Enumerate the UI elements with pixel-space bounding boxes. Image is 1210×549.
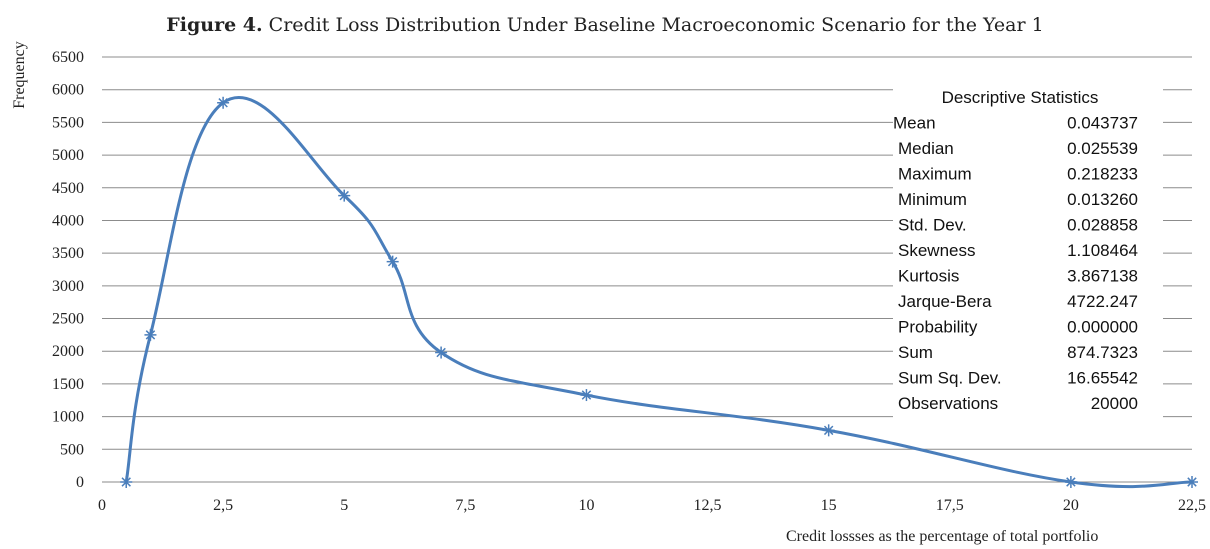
y-tick-label-4500: 4500 [52,180,84,197]
x-tick-label-8: 20 [1063,497,1079,514]
data-point-3 [338,189,351,202]
marker-group [120,96,1198,488]
stat-label-3: Minimum [898,190,967,209]
y-tick-label-1000: 1000 [52,409,84,426]
stat-value-9: 874.7323 [1067,343,1138,362]
stats-table-background [893,83,1163,421]
stat-label-11: Observations [898,394,998,413]
stat-label-0: Mean [893,114,936,133]
stat-label-2: Maximum [898,165,972,184]
x-tick-label-1: 2,5 [213,497,233,514]
stat-label-7: Jarque-Bera [898,292,992,311]
stat-value-7: 4722.247 [1067,292,1138,311]
data-point-7 [822,424,835,437]
y-tick-label-6500: 6500 [52,49,84,66]
y-tick-label-3000: 3000 [52,278,84,295]
data-point-8 [1064,476,1077,488]
y-axis-label: Frequency [11,41,28,109]
figure-label: Figure 4. [166,14,263,36]
data-point-9 [1186,476,1198,488]
x-tick-label-7: 17,5 [936,497,964,514]
y-tick-label-6000: 6000 [52,82,84,99]
stat-value-3: 0.013260 [1067,190,1138,209]
stat-label-10: Sum Sq. Dev. [898,369,1002,388]
stat-label-8: Probability [898,318,978,337]
data-point-4 [386,255,399,268]
y-tick-label-5000: 5000 [52,147,84,164]
y-tick-label-2000: 2000 [52,343,84,360]
data-point-2 [217,96,230,109]
stat-label-5: Skewness [898,241,975,260]
stat-value-6: 3.867138 [1067,267,1138,286]
x-tick-label-6: 15 [821,497,837,514]
stat-value-5: 1.108464 [1067,241,1138,260]
x-tick-label-3: 7,5 [455,497,475,514]
stat-label-4: Std. Dev. [898,216,967,235]
stat-value-1: 0.025539 [1067,139,1138,158]
y-tick-labels: 0 500 1000 1500 2000 2500 3000 3500 4000 4500 5000… [52,49,84,491]
figure-caption: Credit Loss Distribution Under Baseline … [268,14,1044,36]
series-line [124,95,1193,489]
x-axis-label: Credit lossses as the percentage of tota… [786,528,1098,545]
y-tick-label-5500: 5500 [52,114,84,131]
x-tick-label-5: 12,5 [694,497,722,514]
x-tick-labels: 0 2,5 5 7,5 10 12,5 15 17,5 20 22,5 [98,497,1206,514]
x-tick-label-4: 10 [578,497,594,514]
y-tick-label-0: 0 [76,474,84,491]
stat-value-10: 16.65542 [1067,369,1138,388]
figure-title: Figure 4. Credit Loss Distribution Under… [0,14,1210,36]
stat-label-1: Median [898,139,954,158]
stat-value-4: 0.028858 [1067,216,1138,235]
stat-value-2: 0.218233 [1067,165,1138,184]
data-point-5 [435,346,448,359]
stat-value-0: 0.043737 [1067,114,1138,133]
x-tick-label-2: 5 [340,497,348,514]
y-tick-label-4000: 4000 [52,212,84,229]
descriptive-statistics-table: Descriptive Statistics Mean 0.043737 Median… [893,88,1138,413]
stat-label-6: Kurtosis [898,267,959,286]
y-tick-label-500: 500 [60,441,84,458]
x-tick-label-9: 22,5 [1178,497,1206,514]
y-tick-label-3500: 3500 [52,245,84,262]
stat-value-8: 0.000000 [1067,318,1138,337]
x-tick-label-0: 0 [98,497,106,514]
y-tick-label-1500: 1500 [52,376,84,393]
data-point-1 [144,328,157,341]
y-tick-label-2500: 2500 [52,311,84,328]
data-point-6 [580,389,593,402]
series-group [124,95,1193,489]
stats-table-title: Descriptive Statistics [942,88,1099,107]
data-point-0 [120,476,133,488]
stat-value-11: 20000 [1091,394,1138,413]
stat-label-9: Sum [898,343,933,362]
